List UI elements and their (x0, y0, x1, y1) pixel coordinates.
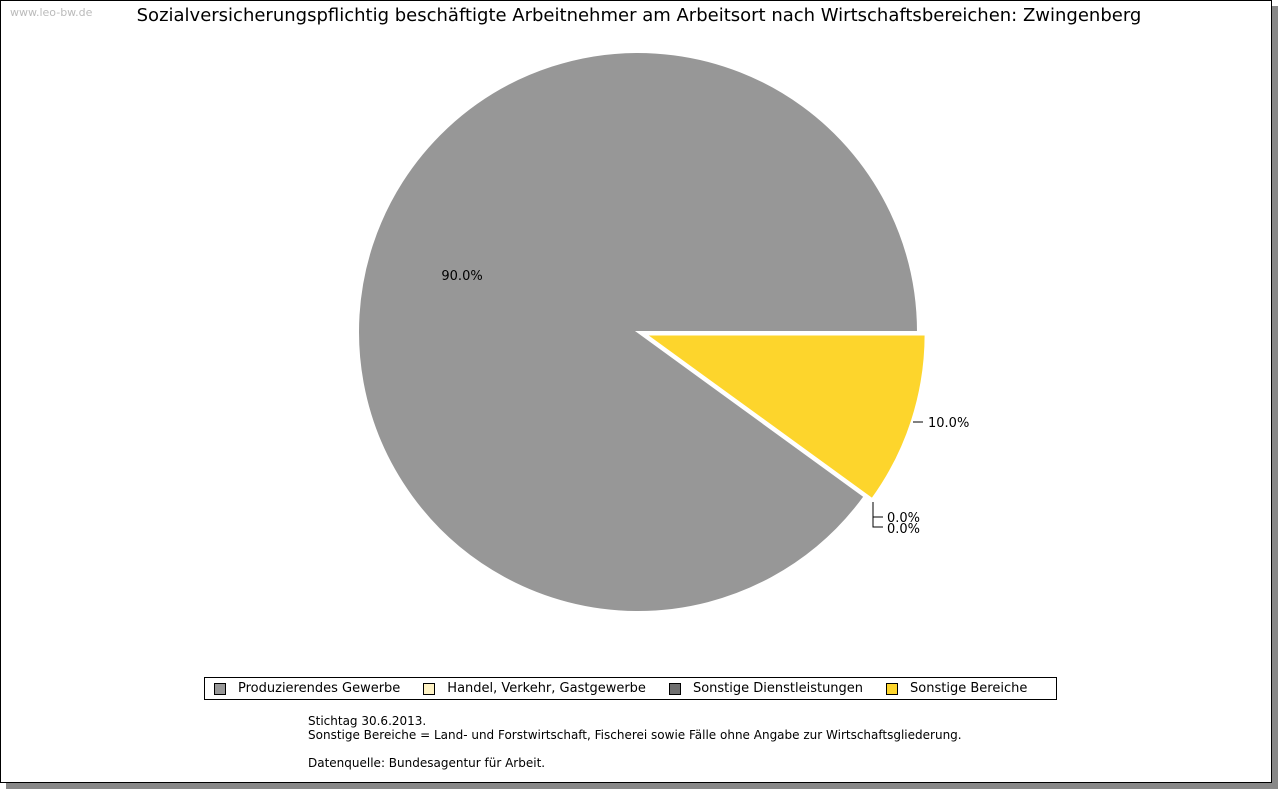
slice-label: 0.0% (887, 522, 920, 537)
legend-item: Produzierendes Gewerbe (214, 681, 400, 696)
pie-slice (357, 51, 920, 614)
chart-notes: Stichtag 30.6.2013. Sonstige Bereiche = … (308, 714, 962, 770)
watermark: www.leo-bw.de (10, 6, 93, 19)
slice-label: 0.0% (887, 511, 920, 526)
chart-title: Sozialversicherungspflichtig beschäftigt… (136, 5, 1142, 26)
note-date: Stichtag 30.6.2013. (308, 714, 427, 728)
legend-item: Sonstige Bereiche (886, 681, 1027, 696)
legend-item: Sonstige Dienstleistungen (668, 681, 864, 696)
legend-label: Sonstige Dienstleistungen (692, 681, 864, 696)
pie-chart: 90.0% 10.0% 0.0%0.0% (357, 51, 969, 614)
leader-line (872, 502, 883, 528)
legend-swatch (886, 682, 899, 695)
legend: Produzierendes Gewerbe Handel, Verkehr, … (204, 677, 1057, 700)
note-source: Datenquelle: Bundesagentur für Arbeit. (308, 756, 546, 770)
legend-item: Handel, Verkehr, Gastgewerbe (423, 681, 646, 696)
legend-label: Produzierendes Gewerbe (238, 681, 401, 696)
legend-label: Sonstige Bereiche (910, 681, 1028, 696)
legend-label: Handel, Verkehr, Gastgewerbe (447, 681, 646, 696)
note-definition: Sonstige Bereiche = Land- und Forstwirts… (308, 728, 962, 742)
pie-slice (642, 333, 927, 501)
legend-swatch (668, 682, 681, 695)
legend-swatch (214, 682, 226, 695)
legend-swatch (423, 682, 436, 695)
slice-label: 90.0% (441, 269, 482, 284)
slice-label: 10.0% (928, 416, 969, 431)
